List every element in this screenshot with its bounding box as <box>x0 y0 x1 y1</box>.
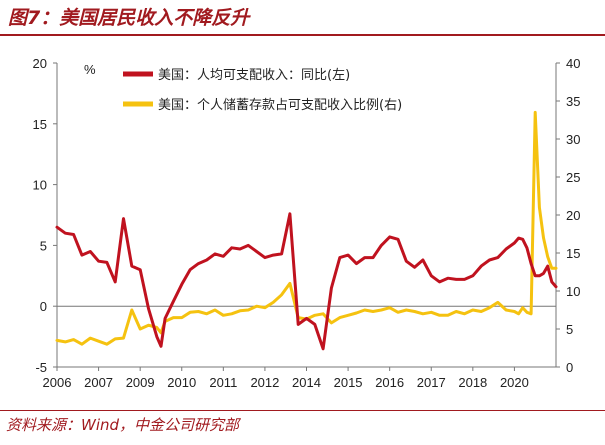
left-tick-label: 0 <box>40 299 47 314</box>
left-tick-label: 20 <box>33 56 47 71</box>
right-tick-label: 35 <box>566 94 580 109</box>
source-note: 资料来源：Wind，中金公司研究部 <box>6 416 240 434</box>
x-tick-label: 2016 <box>375 375 404 390</box>
right-tick-label: 15 <box>566 246 580 261</box>
left-tick-label: 5 <box>40 238 47 253</box>
x-tick-label: 2009 <box>126 375 155 390</box>
right-tick-label: 40 <box>566 56 580 71</box>
series-line-saving <box>55 110 558 346</box>
x-tick-label: 2017 <box>417 375 446 390</box>
x-tick-label: 2011 <box>209 375 237 390</box>
left-axis-ticks: -5 0 5 10 15 20 <box>33 56 57 375</box>
left-tick-label: -5 <box>35 360 47 375</box>
series-line-income <box>55 212 558 351</box>
chart-legend: 美国：人均可支配收入：同比(左) 美国：个人储蓄存款占可支配收入比例(右) <box>123 68 402 113</box>
x-axis-ticks: 2006 2007 2009 2010 2011 2012 2014 2015 2016 2017… <box>43 367 529 390</box>
title-rule <box>0 34 605 36</box>
right-tick-label: 10 <box>566 284 580 299</box>
right-tick-label: 0 <box>566 360 573 375</box>
right-tick-label: 25 <box>566 170 580 185</box>
x-tick-label: 2012 <box>250 375 279 390</box>
x-tick-label: 2006 <box>43 375 72 390</box>
x-tick-label: 2010 <box>167 375 196 390</box>
right-tick-label: 5 <box>566 322 573 337</box>
x-tick-label: 2020 <box>500 375 529 390</box>
legend-label-income: 美国：人均可支配收入：同比(左) <box>158 68 350 83</box>
footer-rule <box>0 410 605 411</box>
left-axis-unit-label: % <box>84 62 96 77</box>
left-tick-label: 15 <box>33 117 47 132</box>
right-tick-label: 20 <box>566 208 580 223</box>
right-tick-label: 30 <box>566 132 580 147</box>
x-tick-label: 2007 <box>84 375 113 390</box>
series-layer <box>55 110 558 351</box>
right-axis-ticks: 0 5 10 15 20 25 30 35 40 <box>556 56 580 375</box>
legend-label-saving: 美国：个人储蓄存款占可支配收入比例(右) <box>158 98 402 113</box>
line-chart: -5 0 5 10 15 20 0 5 10 15 20 25 30 35 40 2006 2007 2009… <box>33 56 581 390</box>
figure-title: 图7：美国居民收入不降反升 <box>8 7 250 29</box>
x-tick-label: 2014 <box>292 375 321 390</box>
left-tick-label: 10 <box>33 178 47 193</box>
x-tick-label: 2018 <box>458 375 487 390</box>
x-tick-label: 2015 <box>334 375 363 390</box>
